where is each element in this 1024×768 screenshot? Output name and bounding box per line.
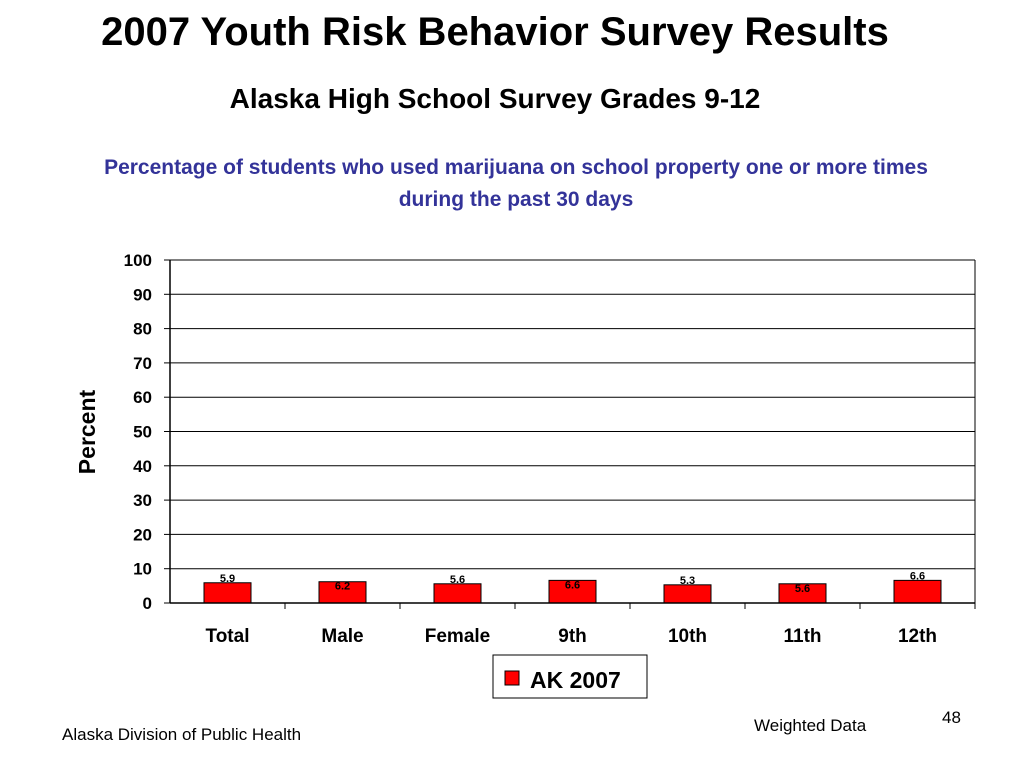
- legend-label: AK 2007: [530, 667, 621, 693]
- x-tick-label: 9th: [558, 626, 587, 647]
- x-tick-label: Female: [425, 626, 490, 647]
- data-label: 5.6: [450, 574, 465, 586]
- page-number: 48: [942, 708, 961, 727]
- label-layer: 5.9 6.2 5.6 6.6 5.3 5.6 6.6: [220, 570, 925, 594]
- y-tick-label: 50: [133, 423, 152, 442]
- bar-10th: [663, 584, 712, 604]
- y-tick-label: 80: [133, 320, 152, 339]
- y-tick-label: 30: [133, 491, 152, 510]
- y-tick-label: 10: [133, 560, 152, 579]
- data-label: 6.2: [335, 581, 350, 593]
- y-tick-label: 100: [124, 251, 152, 270]
- chart-title: Percentage of students who used marijuan…: [104, 156, 928, 211]
- y-axis-title: Percent: [74, 389, 100, 474]
- data-label: 5.6: [795, 583, 810, 595]
- footer-note: Weighted Data: [754, 716, 867, 735]
- x-tick-label: 11th: [783, 626, 821, 647]
- data-label: 5.9: [220, 573, 235, 585]
- grid-layer: [170, 259, 975, 570]
- bar-layer: [203, 579, 942, 604]
- axis-layer: 0 10 20 30 40 50 60 70 80 90 100 Percent Total Male Fe…: [74, 251, 976, 647]
- data-label: 6.6: [910, 570, 925, 582]
- bar-female: [433, 583, 482, 604]
- x-tick-label: Total: [206, 626, 250, 647]
- bar-total: [203, 582, 252, 604]
- data-label: 6.6: [565, 579, 580, 591]
- y-tick-label: 40: [133, 457, 152, 476]
- y-tick-label: 20: [133, 525, 152, 544]
- legend-swatch: [504, 670, 520, 686]
- y-tick-label: 0: [143, 594, 152, 613]
- x-tick-label: 10th: [668, 626, 707, 647]
- legend-layer: AK 2007: [492, 654, 648, 699]
- y-tick-label: 90: [133, 285, 152, 304]
- data-label: 5.3: [680, 575, 695, 587]
- x-tick-label: Male: [321, 626, 363, 647]
- slide-subtitle: Alaska High School Survey Grades 9-12: [229, 83, 761, 114]
- x-tick-label: 12th: [898, 626, 937, 647]
- bar-12th: [893, 579, 942, 604]
- footer-source: Alaska Division of Public Health: [62, 725, 302, 744]
- y-tick-label: 70: [133, 354, 152, 373]
- slide-title: 2007 Youth Risk Behavior Survey Results: [101, 10, 889, 54]
- y-tick-label: 60: [133, 388, 152, 407]
